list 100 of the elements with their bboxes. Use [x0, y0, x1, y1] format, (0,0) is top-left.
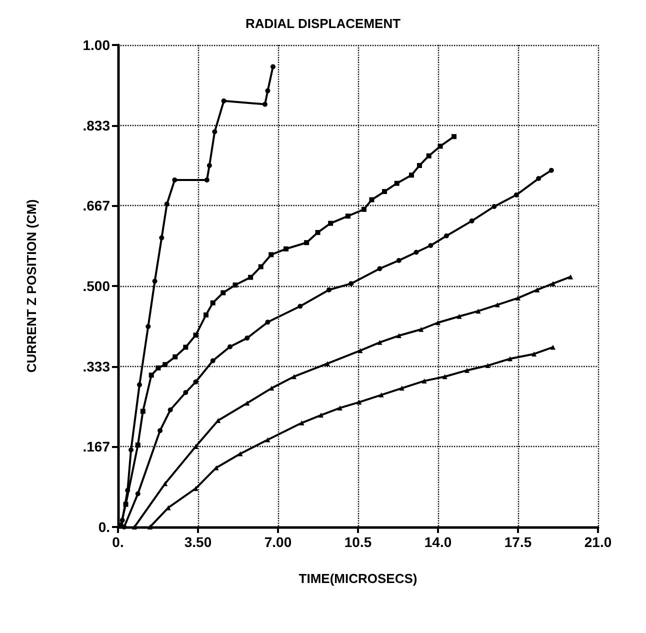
point	[248, 274, 254, 280]
point	[244, 400, 250, 406]
point	[152, 278, 158, 284]
point	[382, 189, 388, 194]
point	[168, 407, 173, 412]
point	[345, 214, 350, 219]
point	[269, 386, 274, 391]
point	[348, 281, 354, 286]
point	[136, 382, 142, 388]
point	[193, 486, 198, 491]
point	[438, 144, 443, 149]
point	[162, 362, 168, 368]
point	[258, 264, 264, 270]
point	[292, 374, 296, 380]
point	[172, 354, 178, 360]
point	[485, 363, 490, 368]
point	[514, 192, 519, 198]
point	[414, 250, 419, 255]
point	[326, 287, 332, 292]
point	[315, 230, 320, 235]
point	[162, 481, 168, 486]
y-tick-label: .333	[82, 358, 110, 374]
point	[516, 296, 520, 301]
point	[232, 282, 238, 288]
point	[159, 235, 164, 240]
point	[396, 333, 402, 338]
point	[158, 428, 163, 434]
point	[183, 390, 188, 396]
point	[204, 312, 208, 318]
point	[265, 88, 270, 94]
point	[206, 163, 212, 168]
point	[220, 290, 226, 296]
point	[268, 252, 274, 258]
point	[304, 240, 310, 246]
point	[146, 324, 151, 329]
point	[183, 344, 188, 350]
point	[508, 356, 512, 362]
point	[262, 102, 268, 107]
x-tick-label: 0.	[112, 534, 124, 550]
point	[204, 177, 210, 182]
point	[416, 163, 422, 168]
point	[568, 274, 574, 280]
point	[270, 64, 276, 70]
y-tick-label: .833	[82, 117, 110, 134]
y-tick-label: 1.00	[82, 37, 110, 53]
point	[548, 168, 554, 173]
point	[120, 518, 125, 523]
point	[378, 392, 384, 398]
point	[534, 287, 540, 292]
y-tick-label: .667	[82, 198, 110, 214]
y-tick-label: .500	[82, 278, 110, 294]
point	[122, 524, 127, 530]
point	[148, 372, 154, 378]
y-tick-label: .167	[82, 438, 110, 455]
point	[408, 172, 414, 178]
point	[328, 220, 334, 226]
point	[337, 405, 342, 410]
point	[324, 361, 330, 366]
point	[244, 336, 250, 341]
x-tick-label: 14.0	[424, 534, 452, 550]
point	[536, 176, 542, 182]
point	[428, 243, 434, 248]
point	[442, 374, 448, 380]
point	[418, 326, 424, 332]
y-axis-title: CURRENT Z POSITION (CM)	[24, 199, 39, 373]
point	[456, 314, 462, 319]
point	[476, 308, 481, 314]
point	[452, 134, 456, 140]
point	[193, 332, 198, 338]
point	[132, 524, 137, 530]
point	[228, 344, 232, 350]
x-axis-title: TIME(MICROSECS)	[298, 571, 418, 586]
x-tick-label: 10.5	[344, 534, 372, 550]
point	[469, 218, 474, 224]
x-tick-label: 3.50	[184, 534, 212, 550]
point	[358, 348, 363, 354]
point	[172, 177, 178, 182]
point	[135, 491, 140, 496]
point	[210, 300, 216, 306]
point	[299, 420, 304, 426]
point	[125, 488, 130, 493]
point	[265, 320, 270, 325]
point	[494, 302, 500, 308]
point	[550, 344, 556, 350]
point	[377, 340, 382, 345]
point	[216, 418, 221, 423]
point	[377, 266, 382, 272]
point	[422, 378, 427, 384]
point	[298, 304, 303, 309]
point	[318, 412, 324, 418]
x-tick-label: 7.00	[264, 534, 292, 550]
point	[140, 408, 146, 414]
point	[156, 365, 161, 370]
point	[210, 358, 216, 364]
point	[193, 379, 198, 384]
point	[284, 246, 288, 252]
y-tick-label: 0.	[98, 519, 110, 535]
point	[394, 180, 400, 186]
chart-title: RADIAL DISPLACEMENT	[245, 16, 401, 31]
point	[399, 386, 404, 391]
